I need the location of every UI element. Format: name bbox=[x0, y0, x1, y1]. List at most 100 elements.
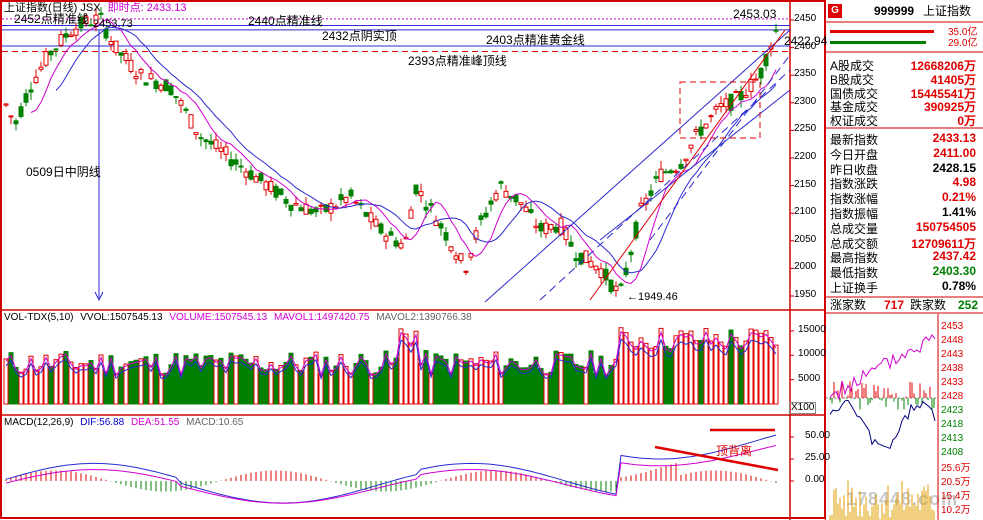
volume-bar bbox=[23, 368, 29, 405]
price-tick-label: 2250 bbox=[794, 123, 817, 135]
kline-chart-canvas[interactable] bbox=[0, 0, 826, 520]
quote-row-value: 0.78% bbox=[941, 279, 976, 293]
annotation-2452: 2452点精准线 bbox=[14, 12, 89, 26]
candle-body bbox=[113, 40, 119, 54]
quote-row-value: 2437.42 bbox=[932, 249, 976, 264]
chart-title-row: 上证指数(日线) JSX 即时点: 2433.13 bbox=[4, 3, 187, 14]
volume-bar bbox=[568, 353, 574, 405]
candle-body bbox=[213, 139, 219, 149]
mini-tick-label: 2443 bbox=[941, 349, 964, 360]
candle-body bbox=[398, 242, 404, 249]
mini-avg-line bbox=[829, 399, 936, 450]
volume-header: VOL-TDX(5,10) VVOL:1507545.13 VOLUME:150… bbox=[4, 312, 472, 323]
candle-body bbox=[518, 202, 524, 205]
fall-label: 跌家数 bbox=[910, 298, 947, 312]
candle-body bbox=[303, 203, 309, 215]
candle-body bbox=[318, 204, 324, 207]
mini-volume bbox=[829, 480, 935, 520]
candle-body bbox=[538, 222, 544, 232]
candle-body bbox=[138, 68, 144, 74]
candle-body bbox=[408, 209, 414, 219]
candle-body bbox=[458, 253, 464, 262]
volume-bar bbox=[463, 360, 469, 405]
volume-bar bbox=[63, 351, 69, 405]
volume-row: 国债成交 15445541万 bbox=[830, 85, 976, 101]
volume-bar bbox=[508, 358, 514, 405]
price-tick-label: 1950 bbox=[794, 289, 817, 300]
volume-row-label: 国债成交 bbox=[830, 86, 879, 101]
volume-bar bbox=[133, 359, 139, 405]
candle-body bbox=[488, 200, 494, 205]
mini-tick-label: 2438 bbox=[941, 363, 964, 374]
candle-body bbox=[368, 212, 374, 223]
volume-bar bbox=[483, 359, 489, 405]
candle-body bbox=[388, 231, 394, 236]
quote-row: 指数涨幅 0.21% bbox=[830, 190, 976, 206]
volume-bar bbox=[273, 368, 279, 405]
annotation-2393: 2393点精准峰顶线 bbox=[408, 54, 507, 68]
candle-body bbox=[233, 159, 239, 165]
candle-body bbox=[58, 34, 64, 46]
candle-body bbox=[158, 84, 164, 91]
divergence-label: 顶背离 bbox=[716, 444, 753, 458]
volume-bar bbox=[78, 363, 84, 405]
volume-bar bbox=[633, 346, 639, 405]
candle-body bbox=[718, 103, 724, 108]
volume-bar bbox=[458, 359, 464, 405]
bar-bottom-value: 29.0亿 bbox=[948, 38, 978, 49]
volume-bar bbox=[663, 345, 669, 405]
quote-row-value: 2403.30 bbox=[932, 264, 976, 279]
candle-body bbox=[513, 194, 519, 203]
volume-bar bbox=[18, 371, 24, 405]
outer-frame bbox=[0, 0, 826, 519]
volume-bar bbox=[738, 345, 744, 405]
macd-value: 10.65 bbox=[218, 417, 244, 428]
candle-body bbox=[188, 114, 194, 129]
volume-bar bbox=[308, 356, 314, 405]
volume-bar bbox=[298, 369, 304, 405]
candle-body bbox=[18, 106, 24, 117]
candle-body bbox=[353, 201, 359, 204]
candle-body bbox=[503, 190, 509, 198]
price-tick-label: 2000 bbox=[794, 261, 817, 273]
volume-bar bbox=[438, 355, 444, 405]
mavol1-value: 1497420.75 bbox=[316, 312, 370, 323]
volume-bar bbox=[193, 353, 199, 405]
candle-body bbox=[68, 34, 74, 38]
volume-bar bbox=[28, 355, 34, 405]
mini-tick-label: 2448 bbox=[941, 335, 964, 346]
candle-body bbox=[183, 108, 189, 111]
volume-bar bbox=[238, 354, 244, 405]
bar-top-value: 35.0亿 bbox=[948, 27, 978, 38]
realtime-label: 即时点: bbox=[107, 2, 144, 14]
candle-body bbox=[93, 14, 99, 24]
candle-body bbox=[638, 202, 644, 207]
candle-body bbox=[653, 176, 659, 179]
volume-bar bbox=[668, 348, 674, 405]
mini-bars bbox=[829, 381, 935, 410]
candle-body bbox=[198, 137, 204, 140]
annotation-0509: 0509日中阴线 bbox=[26, 165, 101, 179]
candle-body bbox=[678, 164, 684, 169]
trend-line-blue bbox=[484, 29, 791, 303]
trend-line-red bbox=[589, 29, 786, 301]
volume-bar bbox=[703, 327, 709, 405]
rise-value: 717 bbox=[884, 298, 905, 312]
candle-body bbox=[38, 66, 44, 70]
volume-bar bbox=[503, 365, 509, 405]
candle-body bbox=[123, 53, 129, 61]
quote-row-label: 上证换手 bbox=[830, 281, 879, 295]
intraday-mini-chart[interactable] bbox=[826, 314, 983, 520]
candle-body bbox=[563, 227, 569, 241]
volume-bar bbox=[48, 365, 54, 405]
volume-bar bbox=[608, 364, 614, 405]
volume-tick-label: 10000 bbox=[798, 348, 826, 360]
volume-bar bbox=[533, 356, 539, 405]
candle-body bbox=[143, 82, 149, 86]
candle-body bbox=[713, 106, 719, 110]
volume-bar bbox=[218, 357, 224, 405]
badge-icon: G bbox=[828, 4, 842, 18]
candle-body bbox=[478, 215, 484, 220]
candle-body bbox=[553, 226, 559, 233]
candle-body bbox=[703, 123, 709, 129]
